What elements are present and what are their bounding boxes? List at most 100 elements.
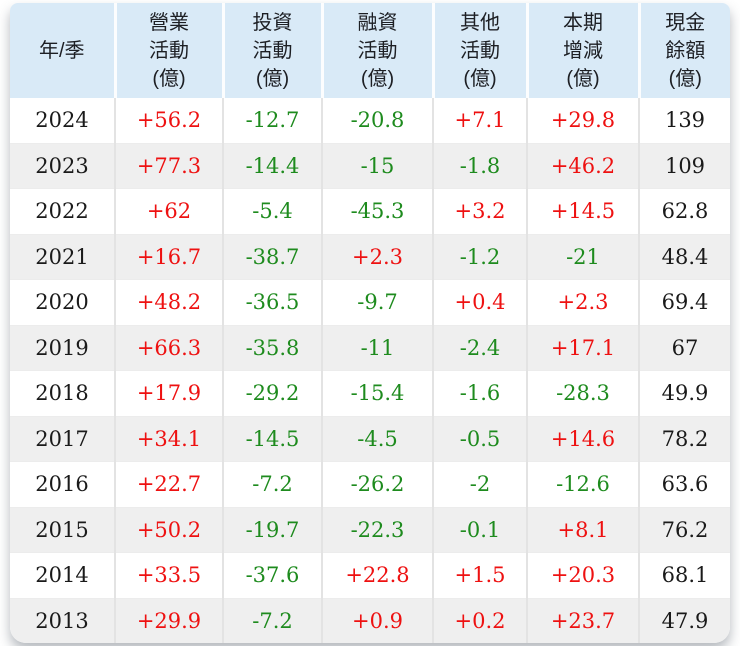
cash-balance-cell: 68.1: [639, 552, 730, 598]
value-cell: -0.5: [433, 415, 528, 462]
value-cell: +20.3: [527, 552, 640, 598]
value-cell: +66.3: [115, 324, 224, 371]
table-row: 2019 +66.3 -35.8 -11 -2.4 +17.1 67: [10, 324, 730, 371]
cash-balance-cell: 67: [639, 324, 730, 371]
cashflow-table: 年/季 營業 活動 (億) 投資 活動 (億) 融資 活動 (億) 其他 活動 …: [10, 3, 730, 643]
value-cell: +48.2: [115, 279, 224, 325]
value-cell: -1.8: [433, 142, 528, 189]
value-cell: +29.8: [527, 98, 640, 143]
year-cell: 2019: [10, 324, 116, 371]
cash-balance-cell: 139: [664, 108, 706, 133]
year-cell: 2013: [10, 597, 116, 643]
column-header-operating-activities: 營業 活動 (億): [115, 3, 225, 98]
value-cell: +14.6: [527, 415, 640, 462]
table-row: 2017 +34.1 -14.5 -4.5 -0.5 +14.6 78.2: [10, 415, 730, 462]
value-cell: -45.3: [322, 188, 434, 234]
year-cell: 2022: [10, 188, 116, 234]
cash-balance-cell: 76.2: [639, 506, 730, 553]
value-cell: +17.9: [115, 370, 224, 416]
cash-balance-cell: 62.8: [639, 188, 730, 234]
value-cell: -14.4: [223, 142, 323, 189]
column-header-cash-balance: 現金 餘額 (億): [639, 3, 730, 98]
column-header-investing-activities: 投資 活動 (億): [223, 3, 324, 98]
value-cell: +23.7: [527, 597, 640, 643]
value-cell: -15.4: [322, 370, 434, 416]
value-cell: +46.2: [527, 142, 640, 189]
value-cell: -5.4: [223, 188, 323, 234]
value-cell: -7.2: [223, 461, 323, 507]
value-cell: -4.5: [322, 415, 434, 462]
value-cell: -14.5: [223, 415, 323, 462]
value-cell: -22.3: [322, 506, 434, 553]
table-body: 2024 +56.2 -12.7 -20.8 +7.1 +29.8 139 2023 +77.3…: [10, 98, 730, 643]
value-cell: -29.2: [223, 370, 323, 416]
table-row: 2013 +29.9 -7.2 +0.9 +0.2 +23.7 47.9: [10, 597, 730, 643]
table-header: 年/季 營業 活動 (億) 投資 活動 (億) 融資 活動 (億) 其他 活動 …: [10, 3, 730, 98]
value-cell: +77.3: [115, 142, 224, 189]
table-row: 2022 +62 -5.4 -45.3 +3.2 +14.5 62.8: [10, 188, 730, 234]
table-row: 2023 +77.3 -14.4 -15 -1.8 +46.2 109: [10, 142, 730, 189]
column-header-period-change: 本期 增減 (億): [527, 3, 641, 98]
table-row: 2024 +56.2 -12.7 -20.8 +7.1 +29.8 139: [10, 98, 730, 143]
value-cell: +29.9: [115, 597, 224, 643]
year-cell: 2024: [10, 98, 116, 143]
value-cell: -9.7: [322, 279, 434, 325]
value-cell: -2.4: [433, 324, 528, 371]
value-cell: +22.7: [115, 461, 224, 507]
column-header-year-quarter: 年/季: [10, 3, 117, 98]
value-cell: +2.3: [322, 233, 434, 280]
value-cell: -28.3: [527, 370, 640, 416]
cash-balance-cell: 109: [639, 142, 730, 189]
year-cell: 2016: [10, 461, 116, 507]
table-row: 2018 +17.9 -29.2 -15.4 -1.6 -28.3 49.9: [10, 370, 730, 416]
value-cell: +17.1: [527, 324, 640, 371]
value-cell: -12.6: [527, 461, 640, 507]
value-cell: -1.2: [433, 233, 528, 280]
value-cell: +16.7: [115, 233, 224, 280]
table-row: 2021 +16.7 -38.7 +2.3 -1.2 -21 48.4: [10, 233, 730, 280]
cash-balance-cell: 49.9: [639, 370, 730, 416]
value-cell: -20.8: [322, 98, 434, 143]
value-cell: +56.2: [115, 98, 224, 143]
value-cell: -19.7: [223, 506, 323, 553]
value-cell: -35.8: [223, 324, 323, 371]
year-cell: 2018: [10, 370, 116, 416]
value-cell: +34.1: [115, 415, 224, 462]
value-cell: +2.3: [527, 279, 640, 325]
value-cell: +0.4: [433, 279, 528, 325]
value-cell: -38.7: [223, 233, 323, 280]
value-cell: +62: [115, 188, 224, 234]
value-cell: -0.1: [433, 506, 528, 553]
table-row: 2016 +22.7 -7.2 -26.2 -2 -12.6 63.6: [10, 461, 730, 507]
value-cell: -12.7: [223, 98, 323, 143]
cash-balance-cell: 69.4: [639, 279, 730, 325]
value-cell: +7.1: [433, 98, 528, 143]
value-cell: +1.5: [433, 552, 528, 598]
cash-balance-cell: 63.6: [639, 461, 730, 507]
value-cell: -1.6: [433, 370, 528, 416]
value-cell: +33.5: [115, 552, 224, 598]
value-cell: -2: [433, 461, 528, 507]
year-cell: 2021: [10, 233, 116, 280]
table-row: 2020 +48.2 -36.5 -9.7 +0.4 +2.3 69.4: [10, 279, 730, 325]
year-cell: 2017: [10, 415, 116, 462]
value-cell: -37.6: [223, 552, 323, 598]
value-cell: +50.2: [115, 506, 224, 553]
table-row: 2014 +33.5 -37.6 +22.8 +1.5 +20.3 68.1: [10, 552, 730, 598]
value-cell: -36.5: [223, 279, 323, 325]
column-header-financing-activities: 融資 活動 (億): [322, 3, 435, 98]
cashflow-table-card: 年/季 營業 活動 (億) 投資 活動 (億) 融資 活動 (億) 其他 活動 …: [10, 3, 730, 643]
cash-balance-cell: 48.4: [639, 233, 730, 280]
year-cell: 2020: [10, 279, 116, 325]
cash-balance-cell: 78.2: [639, 415, 730, 462]
cash-balance-cell: 47.9: [639, 597, 730, 643]
value-cell: -26.2: [322, 461, 434, 507]
value-cell: +0.9: [322, 597, 434, 643]
year-cell: 2023: [10, 142, 116, 189]
value-cell: -7.2: [223, 597, 323, 643]
value-cell: +14.5: [527, 188, 640, 234]
value-cell: -11: [322, 324, 434, 371]
value-cell: +8.1: [527, 506, 640, 553]
table-row: 2015 +50.2 -19.7 -22.3 -0.1 +8.1 76.2: [10, 506, 730, 553]
year-cell: 2015: [10, 506, 116, 553]
